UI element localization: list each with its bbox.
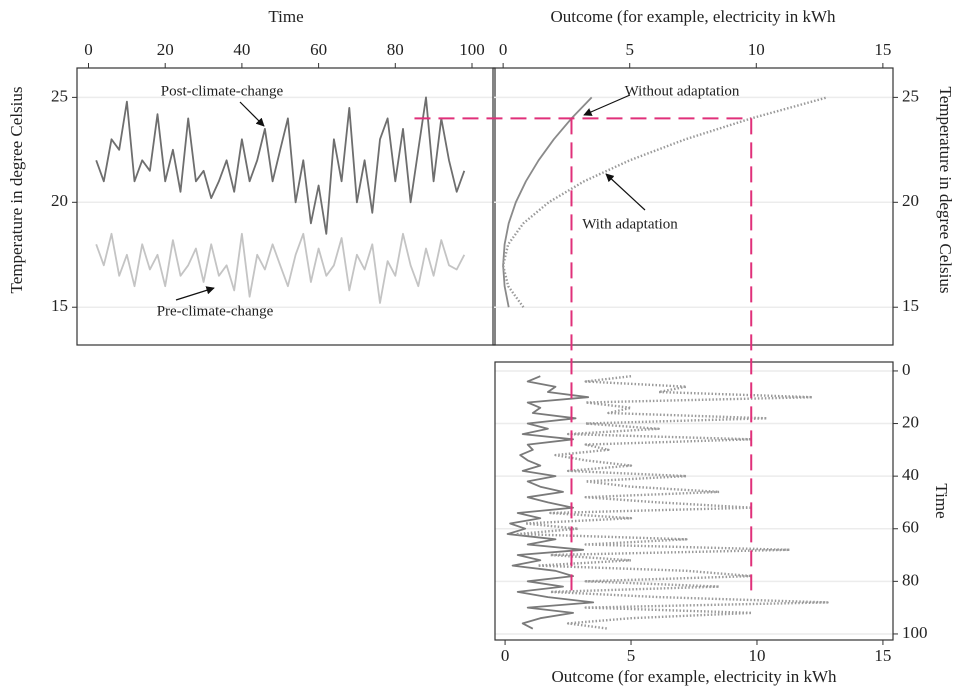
x-axis-title: Outcome (for example, electricity in kWh <box>551 667 837 686</box>
y-tick-label: 80 <box>902 570 919 589</box>
y-tick-label: 40 <box>902 465 919 484</box>
x-tick-label: 40 <box>233 40 250 59</box>
x-axis-title: Outcome (for example, electricity in kWh <box>550 7 836 26</box>
y-tick-label: 100 <box>902 623 928 642</box>
y-tick-label: 15 <box>902 296 919 315</box>
x-tick-label: 0 <box>84 40 93 59</box>
x-tick-label: 15 <box>874 40 891 59</box>
x-tick-label: 10 <box>748 40 765 59</box>
y-tick-label: 20 <box>51 191 68 210</box>
y-tick-label: 60 <box>902 518 919 537</box>
x-tick-label: 5 <box>627 646 636 665</box>
series-label: Post-climate-change <box>161 83 284 99</box>
x-tick-label: 100 <box>459 40 485 59</box>
plot-frame <box>492 67 894 346</box>
x-tick-label: 10 <box>748 646 765 665</box>
x-axis-title: Time <box>268 7 303 26</box>
series-line <box>501 96 828 308</box>
series-line <box>502 96 593 308</box>
x-tick-label: 80 <box>387 40 404 59</box>
x-tick-label: 20 <box>157 40 174 59</box>
x-tick-label: 60 <box>310 40 327 59</box>
x-tick-label: 0 <box>501 646 510 665</box>
series-line <box>95 232 466 304</box>
plot-frame <box>494 361 894 641</box>
series-line <box>506 375 595 630</box>
x-tick-label: 5 <box>625 40 634 59</box>
series-line <box>95 96 466 235</box>
series-label: With adaptation <box>582 216 678 232</box>
y-axis-title: Time <box>932 483 951 518</box>
plot-frame <box>76 67 496 346</box>
y-tick-label: 25 <box>51 86 68 105</box>
y-tick-label: 20 <box>902 191 919 210</box>
series-label: Pre-climate-change <box>157 303 274 319</box>
y-tick-label: 20 <box>902 412 919 431</box>
y-axis-title: Temperature in degree Celsius <box>936 87 955 294</box>
y-axis-title: Temperature in degree Celsius <box>7 87 26 294</box>
label-arrow <box>583 94 631 116</box>
y-tick-label: 25 <box>902 86 919 105</box>
series-line <box>516 375 829 630</box>
label-arrow <box>239 101 265 127</box>
series-label: Without adaptation <box>625 83 740 99</box>
label-arrow <box>175 286 215 301</box>
label-arrow <box>605 173 646 211</box>
x-tick-label: 15 <box>874 646 891 665</box>
y-tick-label: 0 <box>902 360 911 379</box>
y-tick-label: 15 <box>51 296 68 315</box>
x-tick-label: 0 <box>499 40 508 59</box>
